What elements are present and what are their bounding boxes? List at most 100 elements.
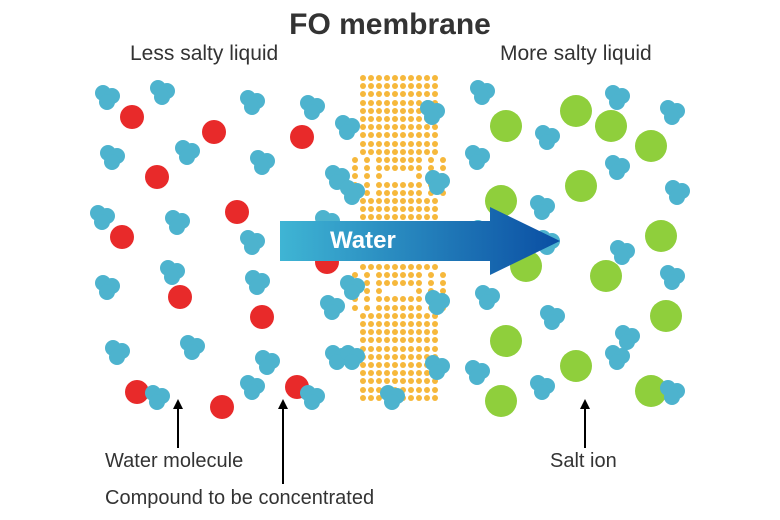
membrane-dot: [360, 83, 366, 89]
membrane-dot: [360, 141, 366, 147]
membrane-dot: [424, 313, 430, 319]
membrane-dot: [400, 321, 406, 327]
membrane-dot: [360, 198, 366, 204]
membrane-dot: [392, 132, 398, 138]
compound-callout-label: Compound to be concentrated: [105, 487, 374, 510]
water-blob: [609, 164, 625, 180]
membrane-dot: [408, 182, 414, 188]
water-blob: [609, 94, 625, 110]
compound-particle: [120, 105, 144, 129]
membrane-dot: [416, 337, 422, 343]
membrane-dot: [384, 75, 390, 81]
membrane-dot: [408, 116, 414, 122]
membrane-dot: [384, 346, 390, 352]
membrane-dot: [400, 370, 406, 376]
salt-particle: [650, 300, 682, 332]
compound-particle: [110, 225, 134, 249]
membrane-dot: [392, 75, 398, 81]
membrane-dot: [392, 83, 398, 89]
membrane-dot: [360, 321, 366, 327]
membrane-dot: [416, 165, 422, 171]
membrane-dot: [408, 354, 414, 360]
membrane-dot: [384, 313, 390, 319]
water-blob: [469, 154, 485, 170]
membrane-dot: [376, 354, 382, 360]
membrane-dot: [368, 124, 374, 130]
water-molecule-callout-label: Water molecule: [105, 450, 243, 473]
salt-particle: [560, 350, 592, 382]
compound-particle: [225, 200, 249, 224]
membrane-dot: [360, 149, 366, 155]
membrane-dot: [352, 305, 358, 311]
membrane-dot: [408, 346, 414, 352]
membrane-dot: [428, 280, 434, 286]
water-blob: [344, 354, 360, 370]
membrane-dot: [360, 337, 366, 343]
membrane-dot: [368, 337, 374, 343]
membrane-dot: [408, 296, 414, 302]
membrane-dot: [428, 157, 434, 163]
water-blob: [149, 394, 165, 410]
membrane-dot: [352, 173, 358, 179]
membrane-dot: [368, 149, 374, 155]
water-blob: [429, 299, 445, 315]
membrane-dot: [432, 83, 438, 89]
membrane-dot: [360, 91, 366, 97]
membrane-dot: [440, 280, 446, 286]
membrane-dot: [376, 362, 382, 368]
membrane-dot: [392, 100, 398, 106]
membrane-dot: [368, 141, 374, 147]
water-blob: [304, 394, 320, 410]
membrane-dot: [400, 337, 406, 343]
membrane-dot: [400, 165, 406, 171]
membrane-dot: [376, 149, 382, 155]
membrane-dot: [384, 165, 390, 171]
membrane-dot: [392, 116, 398, 122]
membrane-dot: [360, 313, 366, 319]
membrane-dot: [416, 182, 422, 188]
membrane-dot: [392, 157, 398, 163]
membrane-dot: [400, 378, 406, 384]
callout-arrowhead: [580, 399, 590, 409]
membrane-dot: [408, 190, 414, 196]
membrane-dot: [368, 313, 374, 319]
membrane-dot: [392, 141, 398, 147]
compound-particle: [145, 165, 169, 189]
membrane-dot: [360, 108, 366, 114]
membrane-dot: [416, 75, 422, 81]
membrane-dot: [376, 165, 382, 171]
membrane-dot: [392, 124, 398, 130]
membrane-dot: [384, 329, 390, 335]
membrane-dot: [384, 280, 390, 286]
membrane-dot: [384, 124, 390, 130]
water-blob: [104, 154, 120, 170]
membrane-dot: [364, 190, 370, 196]
water-blob: [669, 189, 685, 205]
membrane-dot: [408, 165, 414, 171]
compound-particle: [210, 395, 234, 419]
membrane-dot: [392, 108, 398, 114]
membrane-dot: [368, 100, 374, 106]
membrane-dot: [400, 75, 406, 81]
membrane-dot: [368, 91, 374, 97]
callout-line: [282, 408, 284, 484]
membrane-dot: [416, 141, 422, 147]
membrane-dot: [384, 362, 390, 368]
membrane-dot: [400, 346, 406, 352]
membrane-dot: [368, 75, 374, 81]
arrow-label: Water: [330, 227, 396, 255]
membrane-dot: [376, 190, 382, 196]
water-blob: [179, 149, 195, 165]
water-blob: [249, 279, 265, 295]
membrane-dot: [384, 157, 390, 163]
membrane-dot: [360, 100, 366, 106]
membrane-dot: [384, 149, 390, 155]
membrane-dot: [376, 198, 382, 204]
membrane-dot: [408, 370, 414, 376]
membrane-dot: [400, 305, 406, 311]
membrane-dot: [368, 370, 374, 376]
membrane-dot: [432, 395, 438, 401]
water-blob: [259, 359, 275, 375]
membrane-dot: [392, 354, 398, 360]
membrane-dot: [384, 305, 390, 311]
